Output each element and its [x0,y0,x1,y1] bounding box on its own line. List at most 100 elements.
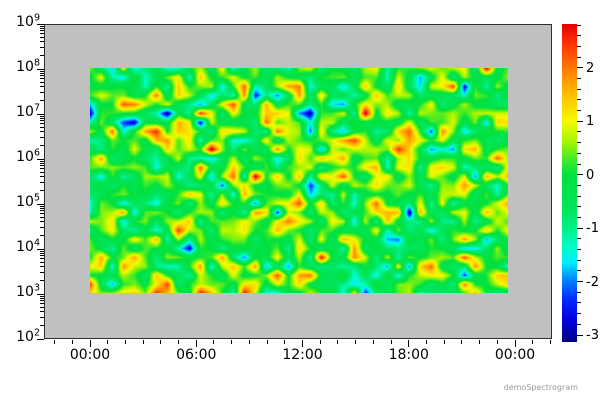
y-minor-tick [40,176,44,178]
x-minor-tick [390,340,392,344]
colorbar-minor-tick [577,142,581,144]
colorbar-tick-label: -3 [586,328,599,344]
y-minor-tick [40,165,44,167]
x-major-tick [195,340,197,347]
y-minor-tick [40,266,44,268]
y-minor-tick [40,78,44,80]
x-minor-tick [107,340,109,344]
y-minor-tick [40,300,44,302]
colorbar-tick-label: 2 [586,60,595,76]
x-tick-label: 18:00 [388,347,429,363]
x-tick-label: 12:00 [282,347,323,363]
colorbar-minor-tick [577,249,581,251]
x-minor-tick [319,340,321,344]
y-minor-tick [40,279,44,281]
colorbar-minor-tick [577,195,581,197]
x-minor-tick [54,340,56,344]
y-minor-tick [40,295,44,297]
x-minor-tick [372,340,374,344]
x-minor-tick [496,340,498,344]
y-major-tick [37,23,44,25]
y-minor-tick [40,47,44,49]
x-minor-tick [71,340,73,344]
y-minor-tick [40,30,44,32]
y-minor-tick [40,317,44,319]
y-minor-tick [40,92,44,94]
watermark: demoSpectrogram [503,383,578,392]
colorbar-minor-tick [577,302,581,304]
y-minor-tick [40,127,44,129]
x-tick-label: 00:00 [69,347,111,363]
y-minor-tick [40,75,44,77]
colorbar-major-tick [577,120,583,122]
y-major-tick [37,113,44,115]
y-minor-tick [40,27,44,29]
colorbar-minor-tick [577,270,581,272]
y-minor-tick [40,227,44,229]
x-minor-tick [337,340,339,344]
colorbar-tick-label: 1 [586,114,595,130]
x-minor-tick [425,340,427,344]
y-minor-tick [40,120,44,122]
y-tick-label: 103 [16,282,40,300]
x-minor-tick [549,340,551,344]
colorbar-minor-tick [577,259,581,261]
y-minor-tick [40,297,44,299]
x-tick-label: 06:00 [176,347,217,363]
x-minor-tick [142,340,144,344]
colorbar-minor-tick [577,131,581,133]
y-tick-label: 106 [16,147,40,165]
colorbar-major-tick [577,281,583,283]
colorbar-minor-tick [577,238,581,240]
y-minor-tick [40,160,44,162]
y-major-tick [37,338,44,340]
spectrogram-heatmap [90,68,508,293]
y-minor-tick [40,258,44,260]
colorbar-tick-label: -1 [586,221,599,237]
x-minor-tick [355,340,357,344]
y-major-tick [37,158,44,160]
y-minor-tick [40,144,44,146]
y-minor-tick [40,131,44,133]
y-minor-tick [40,86,44,88]
x-tick-label: 00:00 [494,347,536,363]
y-minor-tick [40,41,44,43]
colorbar-tick-label: -2 [586,274,599,290]
colorbar-gradient [562,24,577,342]
y-tick-label: 107 [16,102,40,120]
colorbar-minor-tick [577,45,581,47]
y-minor-tick [40,252,44,254]
y-tick-label: 109 [16,12,40,30]
y-major-tick [37,203,44,205]
y-minor-tick [40,255,44,257]
y-minor-tick [40,117,44,119]
x-minor-tick [461,340,463,344]
x-major-tick [302,340,303,347]
y-minor-tick [40,82,44,84]
y-minor-tick [40,217,44,219]
x-minor-tick [213,340,215,344]
y-minor-tick [40,221,44,223]
y-minor-tick [40,162,44,164]
colorbar-major-tick [577,227,583,229]
y-minor-tick [40,207,44,209]
x-minor-tick [160,340,162,344]
colorbar-major-tick [577,334,583,336]
y-major-tick [37,68,44,70]
colorbar-minor-tick [577,24,581,26]
colorbar-minor-tick [577,110,581,112]
y-tick-label: 102 [16,327,40,345]
y-minor-tick [40,303,44,305]
colorbar-major-tick [577,174,583,176]
colorbar-minor-tick [577,88,581,90]
x-minor-tick [266,340,268,344]
y-minor-tick [40,307,44,309]
y-minor-tick [40,72,44,74]
colorbar-tick-label: 0 [586,167,595,183]
x-minor-tick [178,340,180,344]
y-minor-tick [40,70,44,72]
x-minor-tick [248,340,250,344]
x-major-tick [514,340,516,347]
y-minor-tick [40,182,44,184]
x-minor-tick [284,340,286,344]
